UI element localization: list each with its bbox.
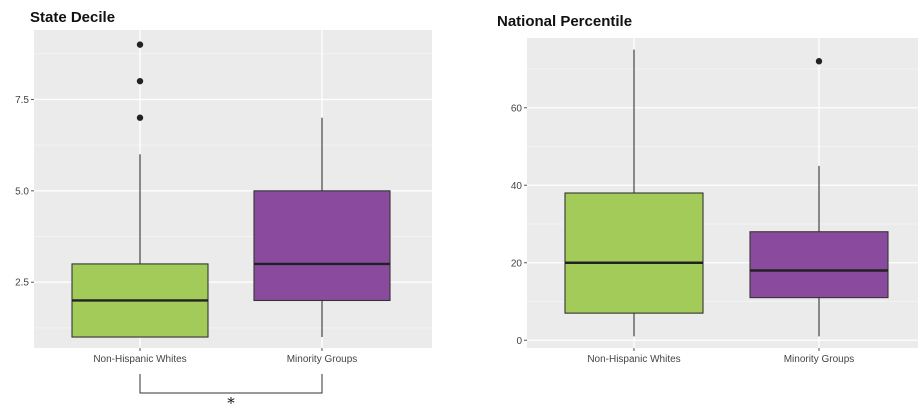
outlier-point bbox=[815, 58, 823, 65]
y-tick-label: 7.5 bbox=[15, 95, 29, 106]
y-tick-label: 40 bbox=[511, 181, 523, 192]
outlier-point bbox=[136, 77, 144, 85]
x-tick-label: Non-Hispanic Whites bbox=[93, 354, 186, 365]
y-tick-label: 0 bbox=[516, 336, 522, 347]
chart-panel-1: State Decile 2.5 5.0 7.5 Non-Hispanic Whites… bbox=[15, 9, 432, 408]
outlier-point bbox=[136, 114, 144, 121]
y-tick-label: 60 bbox=[511, 103, 523, 114]
x-tick-label: Non-Hispanic Whites bbox=[587, 354, 680, 365]
chart-title: State Decile bbox=[30, 9, 115, 26]
y-tick-label: 5.0 bbox=[15, 186, 29, 197]
box-iqr bbox=[253, 190, 391, 302]
significance-label: * bbox=[227, 394, 235, 408]
x-tick-label: Minority Groups bbox=[784, 354, 855, 365]
box-iqr bbox=[749, 231, 889, 299]
outlier-point bbox=[136, 41, 144, 48]
y-tick-label: 20 bbox=[511, 258, 523, 269]
y-tick-label: 2.5 bbox=[15, 278, 29, 289]
box-iqr bbox=[564, 192, 704, 314]
chart-title: National Percentile bbox=[497, 13, 632, 30]
x-tick-label: Minority Groups bbox=[287, 354, 358, 365]
significance-bracket bbox=[139, 374, 323, 394]
chart-panel-2: National Percentile 0 20 40 60 Non-Hispanic W… bbox=[497, 13, 918, 365]
